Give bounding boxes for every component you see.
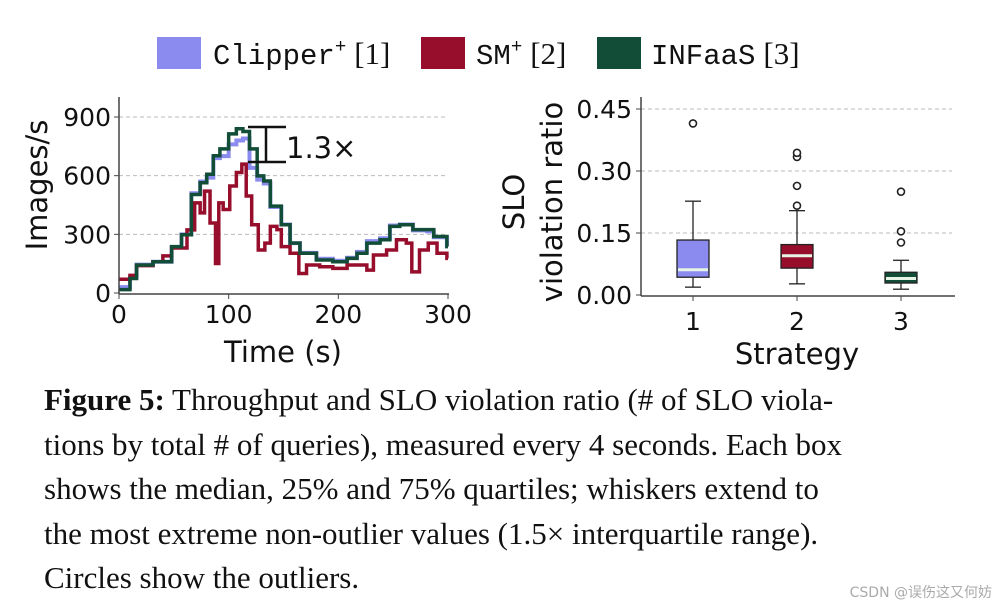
legend-swatch-sm	[421, 37, 465, 69]
legend: Clipper+ [1] SM+ [2] INFaaS [3]	[157, 36, 800, 73]
x-tick-label: 100	[205, 300, 253, 329]
x-tick-label: 1	[685, 307, 701, 336]
x-tick-label: 3	[893, 307, 909, 336]
ratio-label: 1.3×	[286, 131, 356, 165]
iqr-box	[676, 239, 710, 278]
legend-swatch-infaas	[597, 37, 641, 69]
figure-caption: Figure 5: Throughput and SLO violation r…	[44, 378, 984, 601]
box-2	[780, 148, 814, 285]
y-axis-label-line2: violation ratio	[535, 102, 569, 302]
box-1	[676, 119, 710, 288]
outlier-point	[688, 119, 698, 128]
outlier-point	[792, 148, 802, 158]
y-tick-label: 0.30	[576, 157, 632, 186]
x-tick-label: 300	[424, 300, 472, 329]
y-tick-label: 600	[63, 162, 111, 191]
legend-label-sm: SM+ [2]	[476, 36, 566, 73]
outlier-point	[792, 181, 802, 191]
outlier-point	[896, 187, 906, 196]
outlier-point	[792, 201, 802, 211]
legend-label-clipper: Clipper+ [1]	[213, 36, 390, 73]
y-axis-label-line1: SLO	[497, 174, 531, 230]
x-tick-label: 2	[789, 307, 805, 336]
caption-line: Circles show the outliers.	[44, 560, 360, 595]
y-tick-label: 0.45	[576, 95, 632, 124]
outlier-point	[896, 238, 906, 247]
x-tick-label: 0	[111, 300, 127, 329]
caption-line: the most extreme non-outlier values (1.5…	[44, 515, 819, 551]
x-axis-label: Strategy	[735, 337, 859, 371]
legend-swatch-clipper	[157, 37, 201, 69]
legend-label-infaas: INFaaS [3]	[651, 36, 800, 73]
series-line-infaas	[119, 126, 449, 292]
y-tick-label: 900	[63, 103, 111, 132]
y-tick-label: 0	[95, 279, 111, 308]
throughput-chart: 0 300 600 900 0 100 200 300 Time (s) Images/s 1…	[20, 97, 472, 369]
caption-line: tions by total # of queries), measured e…	[44, 426, 843, 462]
y-tick-label: 0.15	[576, 219, 632, 248]
series-line-sm	[119, 162, 449, 282]
caption-line: Figure 5: Throughput and SLO violation r…	[44, 382, 834, 417]
ratio-annotation: 1.3×	[248, 125, 356, 165]
outlier-point	[896, 227, 906, 236]
caption-line: shows the median, 25% and 75% quartiles;…	[44, 471, 819, 506]
y-tick-label: 300	[63, 220, 111, 249]
watermark: CSDN @误伤这又何妨	[849, 585, 992, 601]
box-3	[884, 187, 918, 290]
x-tick-label: 200	[314, 300, 362, 329]
slo-boxplot: 0.00 0.15 0.30 0.45 1 2 3 Strategy SLO violati…	[497, 95, 955, 371]
x-axis-label: Time (s)	[223, 335, 342, 369]
y-axis-label: Images/s	[20, 120, 54, 251]
caption-label: Figure 5:	[44, 382, 165, 417]
y-tick-label: 0.00	[576, 281, 632, 310]
